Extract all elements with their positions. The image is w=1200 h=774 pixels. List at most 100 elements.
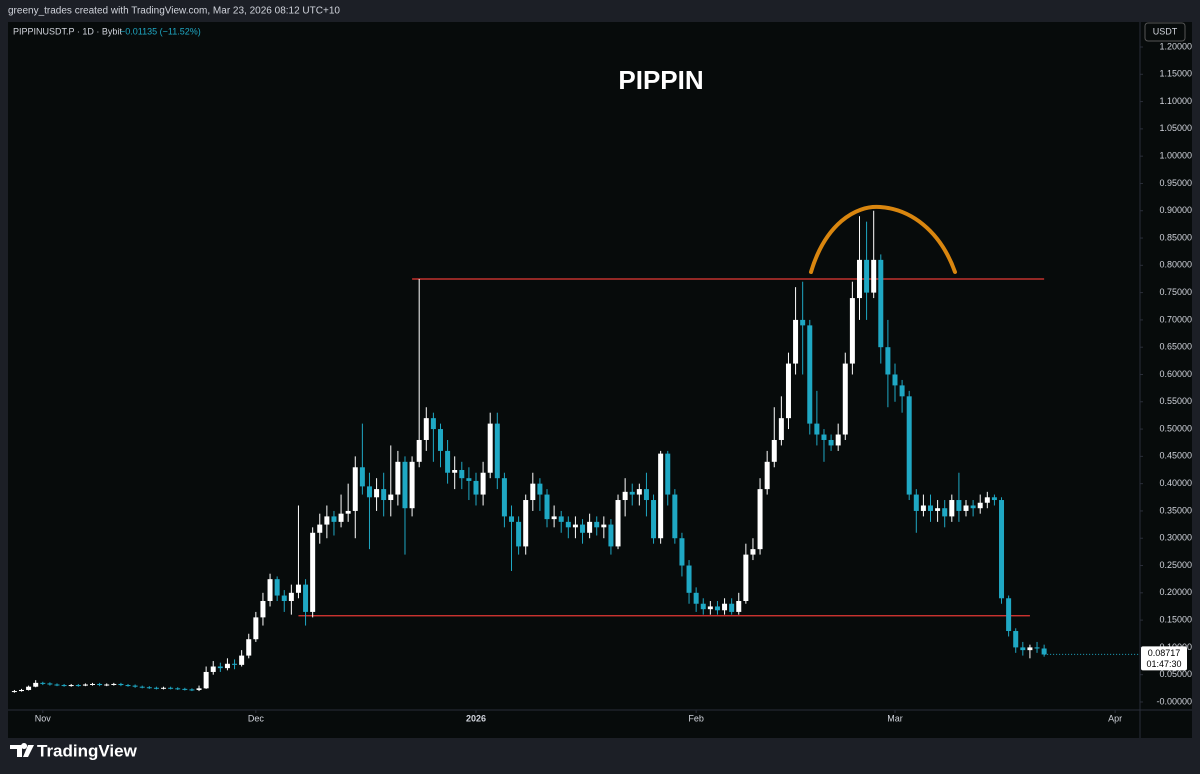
candle-body xyxy=(793,319,799,364)
candle-body xyxy=(658,453,664,539)
candle-body xyxy=(920,505,926,511)
candle-body xyxy=(1034,647,1040,649)
candle-body xyxy=(530,483,536,501)
candle-body xyxy=(366,486,372,498)
candle-body xyxy=(501,478,507,517)
y-tick-label: 1.15000 xyxy=(1159,69,1192,79)
y-tick-label: 0.15000 xyxy=(1159,614,1192,624)
candle-body xyxy=(878,259,884,348)
candle-body xyxy=(935,508,941,511)
candle-body xyxy=(1006,598,1012,632)
credit: greeny_trades created with TradingView.c… xyxy=(8,6,340,17)
y-tick-label: 0.25000 xyxy=(1159,560,1192,570)
arc-drawing xyxy=(809,204,957,274)
candle-body xyxy=(61,685,67,687)
candle-body xyxy=(437,429,443,451)
y-tick-label: -0.00000 xyxy=(1156,696,1192,706)
candle-body xyxy=(331,516,337,522)
candle-body xyxy=(693,592,699,604)
candle-body xyxy=(168,687,174,689)
candle-body xyxy=(196,688,202,690)
candle-body xyxy=(949,500,955,517)
candle-body xyxy=(146,687,152,689)
candle-body xyxy=(928,505,934,511)
candle-body xyxy=(452,470,458,473)
candle-body xyxy=(615,500,621,547)
y-tick-label: 0.50000 xyxy=(1159,423,1192,433)
candle-body xyxy=(565,521,571,528)
y-tick-label: 0.90000 xyxy=(1159,205,1192,215)
y-tick-label: 1.20000 xyxy=(1159,41,1192,51)
x-tick-label: Dec xyxy=(248,713,265,723)
y-tick-label: 0.70000 xyxy=(1159,314,1192,324)
candle-body xyxy=(189,689,195,691)
candle-body xyxy=(1041,648,1047,655)
candle-body xyxy=(40,682,46,684)
candle-body xyxy=(899,385,905,397)
candle-body xyxy=(856,259,862,299)
candle-body xyxy=(757,489,763,550)
candle-body xyxy=(764,461,770,490)
chart-panel xyxy=(8,22,1192,738)
candle-body xyxy=(82,684,88,686)
candle-body xyxy=(778,418,784,440)
candle-body xyxy=(608,524,614,547)
candle-body xyxy=(473,480,479,495)
candle-body xyxy=(295,584,301,593)
candle-body xyxy=(509,516,515,522)
candle-body xyxy=(842,363,848,435)
candle-body xyxy=(54,684,60,686)
candle-body xyxy=(26,686,32,690)
last-price-box xyxy=(1141,646,1187,671)
x-tick-label: Nov xyxy=(35,713,52,723)
candle-body xyxy=(828,439,834,446)
candle-body xyxy=(324,516,330,525)
countdown: 01:47:30 xyxy=(1146,659,1181,669)
candle-body xyxy=(594,521,600,528)
candle-body xyxy=(11,691,17,693)
candle-body xyxy=(303,584,309,612)
x-tick-label: Feb xyxy=(688,713,704,723)
candle-body xyxy=(125,685,131,687)
candle-body xyxy=(970,505,976,509)
y-tick-label: 0.55000 xyxy=(1159,396,1192,406)
candle-body xyxy=(885,347,891,375)
candle-body xyxy=(558,516,564,522)
x-tick-label: Apr xyxy=(1108,713,1122,723)
candle-body xyxy=(1013,631,1019,648)
y-tick-label: 0.75000 xyxy=(1159,287,1192,297)
candle-body xyxy=(90,683,96,685)
candle-body xyxy=(551,516,557,520)
candle-body xyxy=(537,483,543,495)
candle-body xyxy=(963,505,969,511)
currency-button[interactable] xyxy=(1144,22,1186,42)
candle-body xyxy=(253,617,259,640)
candle-body xyxy=(523,500,529,547)
y-tick-label: 0.20000 xyxy=(1159,587,1192,597)
candle-body xyxy=(345,510,351,514)
candle-body xyxy=(743,554,749,602)
y-tick-label: 0.80000 xyxy=(1159,260,1192,270)
candle-body xyxy=(785,363,791,419)
candle-body xyxy=(643,489,649,501)
candle-body xyxy=(153,687,159,689)
candle-body xyxy=(97,683,103,686)
candle-body xyxy=(281,595,287,602)
candle-body xyxy=(807,325,813,424)
candle-body xyxy=(395,461,401,495)
candle-body xyxy=(835,434,841,446)
candle-body xyxy=(423,418,429,440)
candle-body xyxy=(267,579,273,602)
candle-body xyxy=(18,689,24,692)
candle-body xyxy=(75,685,81,687)
candle-body xyxy=(906,396,912,495)
candle-body xyxy=(629,491,635,495)
candle-body xyxy=(736,601,742,612)
y-tick-label: 0.95000 xyxy=(1159,178,1192,188)
candle-body xyxy=(814,423,820,435)
currency[interactable]: USDT xyxy=(1153,26,1178,36)
candle-body xyxy=(182,688,188,690)
candle-body xyxy=(714,606,720,611)
candle-body xyxy=(239,655,245,665)
x-tick-label: 2026 xyxy=(466,713,486,723)
